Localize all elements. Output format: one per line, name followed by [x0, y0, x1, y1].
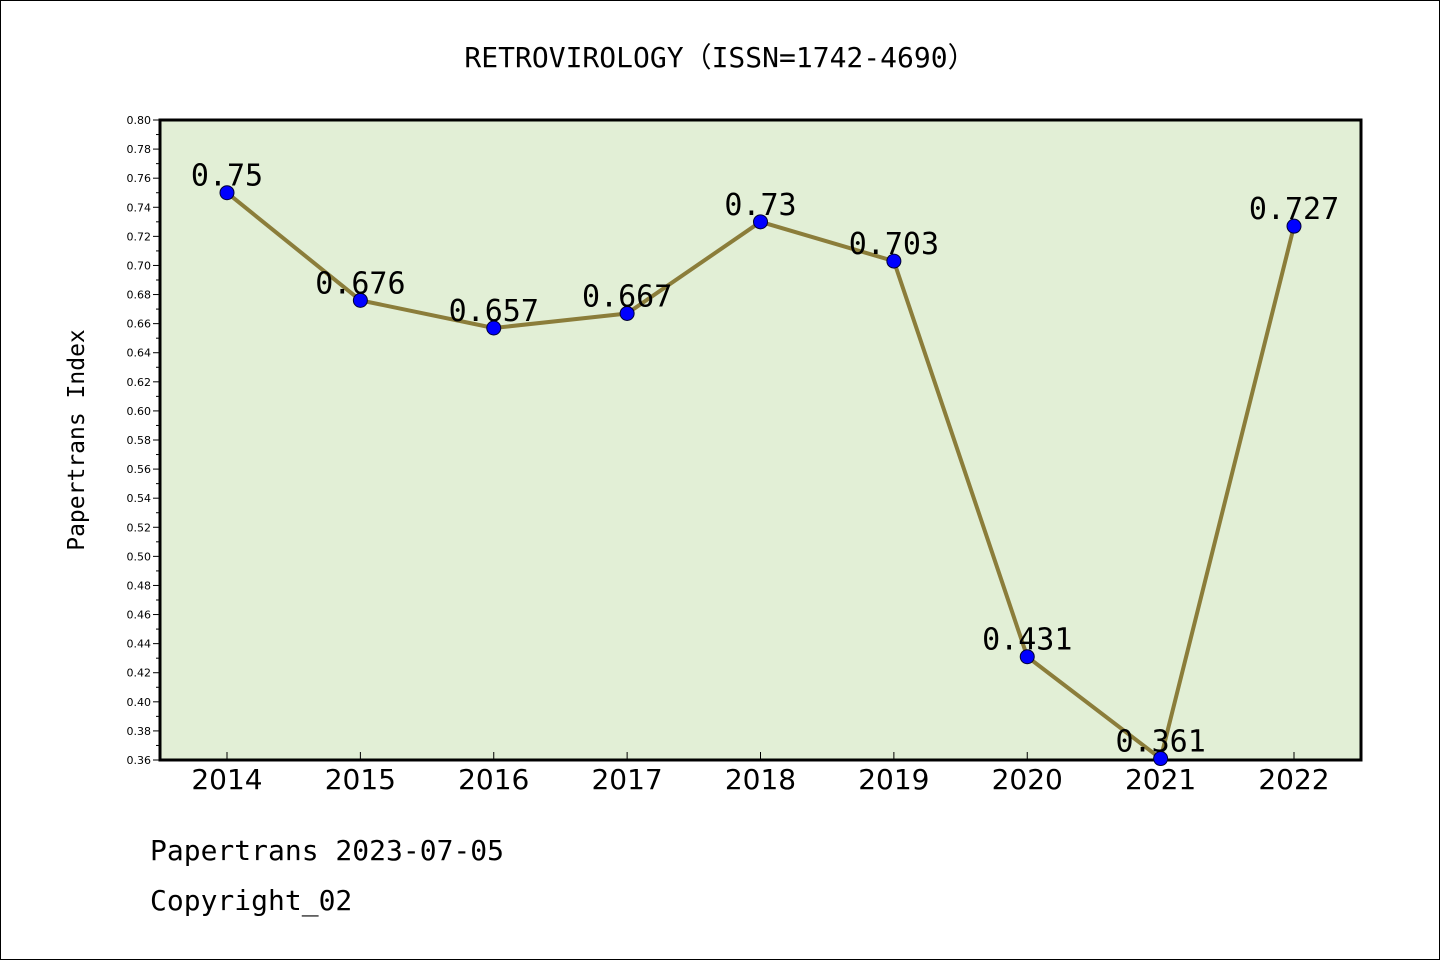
data-label: 0.431 — [982, 623, 1072, 658]
data-label: 0.667 — [582, 279, 672, 314]
data-label: 0.73 — [724, 188, 796, 223]
y-tick-label: 0.56 — [127, 463, 152, 476]
x-tick-label: 2018 — [725, 763, 796, 796]
y-tick-label: 0.76 — [127, 172, 152, 185]
y-tick-label: 0.62 — [127, 376, 152, 389]
y-tick-label: 0.36 — [127, 754, 152, 767]
y-tick-label: 0.50 — [127, 550, 152, 563]
data-label: 0.657 — [449, 294, 539, 329]
y-tick-label: 0.52 — [127, 521, 152, 534]
x-tick-label: 2015 — [325, 763, 396, 796]
footer-copyright: Copyright_02 — [150, 884, 353, 917]
series-points — [219, 185, 1302, 767]
y-tick-label: 0.70 — [127, 259, 152, 272]
x-tick-label: 2020 — [992, 763, 1063, 796]
y-tick-label: 0.42 — [127, 667, 152, 680]
data-label: 0.703 — [849, 227, 939, 262]
y-tick-label: 0.44 — [127, 638, 152, 651]
data-label: 0.361 — [1115, 725, 1205, 760]
data-labels: 0.75 0.676 0.657 0.667 0.73 0.703 0.431 0.361 0.… — [191, 159, 1339, 760]
y-tick-label: 0.68 — [127, 289, 152, 302]
x-tick-label: 2022 — [1258, 763, 1329, 796]
data-point — [1153, 751, 1169, 767]
y-tick-label: 0.78 — [127, 143, 152, 156]
x-tick-label: 2016 — [458, 763, 529, 796]
data-point — [1019, 649, 1035, 665]
y-tick-label: 0.64 — [127, 347, 152, 360]
data-label: 0.676 — [315, 266, 405, 301]
y-tick-label: 0.40 — [127, 696, 152, 709]
data-point — [1286, 218, 1302, 234]
y-tick-label: 0.38 — [127, 725, 152, 738]
y-tick-label: 0.66 — [127, 318, 152, 331]
x-axis-ticks: 2014 2015 2016 2017 2018 2019 2020 2021 2022 — [191, 752, 1330, 796]
data-label: 0.727 — [1249, 192, 1339, 227]
data-point — [219, 185, 235, 201]
data-point — [753, 214, 768, 230]
data-point — [886, 253, 902, 269]
x-tick-label: 2021 — [1125, 763, 1196, 796]
y-tick-label: 0.74 — [127, 201, 152, 214]
y-tick-label: 0.72 — [127, 230, 152, 243]
y-tick-label: 0.58 — [127, 434, 152, 447]
y-axis-ticks: 0.36 0.38 0.40 0.42 0.44 0.46 0.48 0.50 0.52 0.54… — [127, 114, 160, 767]
y-tick-label: 0.80 — [127, 114, 152, 127]
chart-title: RETROVIROLOGY（ISSN=1742-4690） — [464, 41, 975, 74]
y-axis-label: Papertrans Index — [64, 329, 90, 551]
data-label: 0.75 — [191, 159, 263, 194]
footer-date-line: Papertrans 2023-07-05 — [150, 834, 505, 867]
y-tick-label: 0.54 — [127, 492, 152, 505]
data-point — [352, 292, 368, 308]
data-point — [619, 305, 635, 321]
y-tick-label: 0.46 — [127, 609, 152, 622]
x-tick-label: 2019 — [858, 763, 929, 796]
x-tick-label: 2014 — [191, 763, 262, 796]
y-tick-label: 0.48 — [127, 579, 152, 592]
x-tick-label: 2017 — [591, 763, 662, 796]
data-point — [486, 320, 502, 336]
y-tick-label: 0.60 — [127, 405, 152, 418]
